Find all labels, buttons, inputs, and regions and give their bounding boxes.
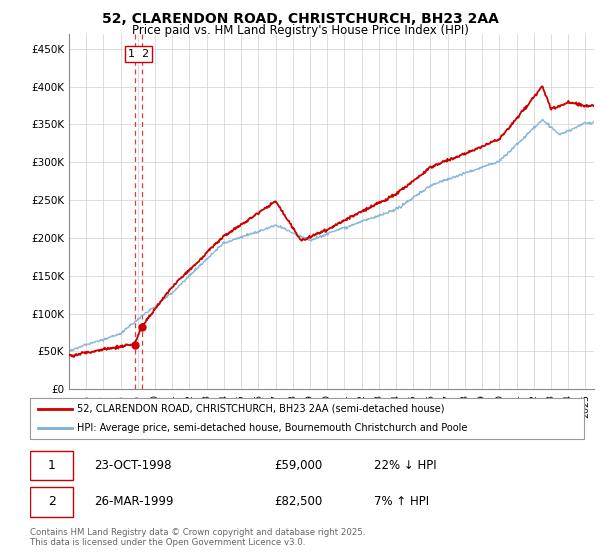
Text: £82,500: £82,500 <box>274 495 322 508</box>
Text: 1  2: 1 2 <box>128 49 149 59</box>
FancyBboxPatch shape <box>30 487 73 516</box>
FancyBboxPatch shape <box>30 451 73 480</box>
Text: 52, CLARENDON ROAD, CHRISTCHURCH, BH23 2AA: 52, CLARENDON ROAD, CHRISTCHURCH, BH23 2… <box>101 12 499 26</box>
Text: 2: 2 <box>48 495 56 508</box>
Text: Price paid vs. HM Land Registry's House Price Index (HPI): Price paid vs. HM Land Registry's House … <box>131 24 469 37</box>
Text: 26-MAR-1999: 26-MAR-1999 <box>94 495 173 508</box>
Text: HPI: Average price, semi-detached house, Bournemouth Christchurch and Poole: HPI: Average price, semi-detached house,… <box>77 423 467 433</box>
Text: 52, CLARENDON ROAD, CHRISTCHURCH, BH23 2AA (semi-detached house): 52, CLARENDON ROAD, CHRISTCHURCH, BH23 2… <box>77 404 445 414</box>
Text: Contains HM Land Registry data © Crown copyright and database right 2025.
This d: Contains HM Land Registry data © Crown c… <box>30 528 365 547</box>
Text: 7% ↑ HPI: 7% ↑ HPI <box>374 495 429 508</box>
Text: £59,000: £59,000 <box>274 459 322 472</box>
Text: 1: 1 <box>48 459 56 472</box>
FancyBboxPatch shape <box>30 399 584 439</box>
Text: 22% ↓ HPI: 22% ↓ HPI <box>374 459 437 472</box>
Text: 23-OCT-1998: 23-OCT-1998 <box>94 459 172 472</box>
